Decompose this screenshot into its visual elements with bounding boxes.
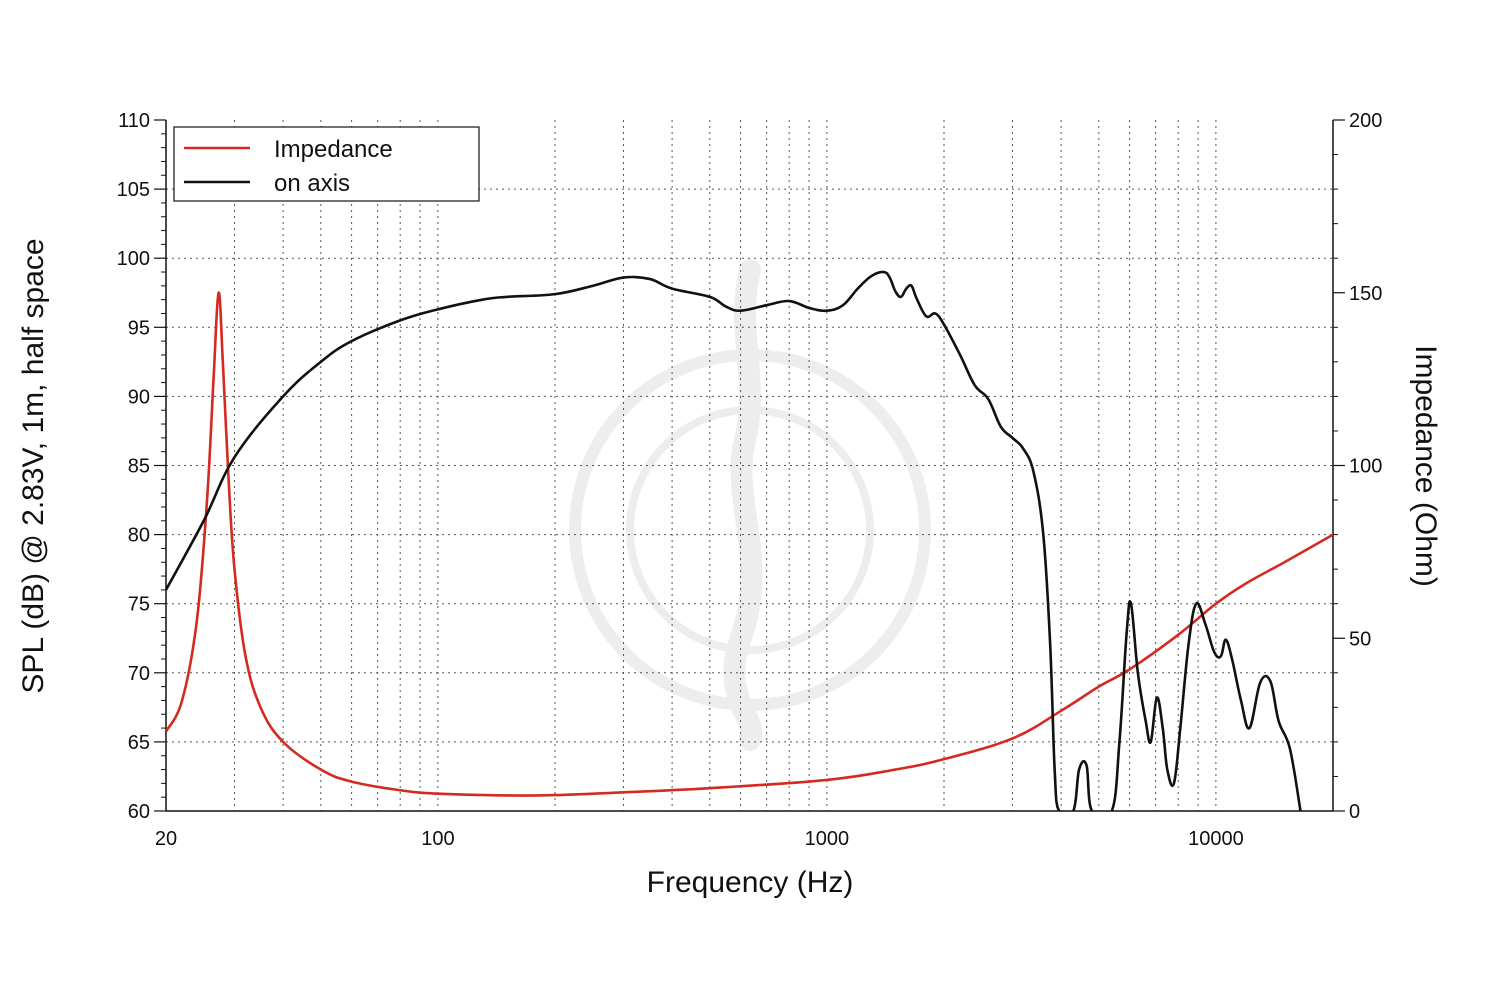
x-axis-title: Frequency (Hz): [647, 866, 854, 899]
y-left-tick-label: 90: [128, 386, 150, 408]
series-line-on-axis: [166, 270, 1302, 811]
y-right-tick-label: 50: [1349, 628, 1371, 650]
y-left-tick-label: 70: [128, 663, 150, 685]
y-left-tick-label: 105: [117, 179, 150, 201]
x-tick-label: 20: [155, 828, 177, 850]
legend-label-impedance: Impedance: [274, 136, 393, 163]
watermark-logo: [569, 259, 931, 751]
y-left-tick-label: 110: [118, 110, 150, 132]
x-tick-label: 1000: [805, 828, 850, 850]
legend-box: [173, 126, 480, 202]
y-left-tick-label: 95: [128, 317, 150, 339]
y-left-tick-label: 85: [128, 456, 150, 478]
y-axis-left-title: SPL (dB) @ 2.83V, 1m, half space: [17, 238, 50, 693]
legend-label-on-axis: on axis: [274, 170, 350, 197]
y-left-tick-label: 60: [128, 801, 150, 823]
x-tick-label: 10000: [1188, 828, 1244, 850]
y-left-tick-label: 75: [128, 594, 150, 616]
y-right-tick-label: 0: [1349, 801, 1360, 823]
series-layer: [166, 270, 1333, 811]
series-line-impedance: [166, 291, 1333, 797]
y-axis-right-title: Impedance (Ohm): [1409, 345, 1442, 587]
y-right-tick-label: 150: [1349, 283, 1382, 305]
legend: Impedance on axis: [173, 126, 480, 202]
y-left-tick-label: 65: [128, 732, 150, 754]
y-left-tick-label: 80: [128, 525, 150, 547]
x-tick-label: 100: [421, 828, 454, 850]
y-right-tick-label: 100: [1349, 456, 1382, 478]
y-right-tick-label: 200: [1349, 110, 1382, 132]
y-left-tick-label: 100: [117, 248, 150, 270]
axes: 60 65 70 75 80 85 90 95 100 105 110 0 50 100 150 200 20 1…: [117, 110, 1383, 850]
